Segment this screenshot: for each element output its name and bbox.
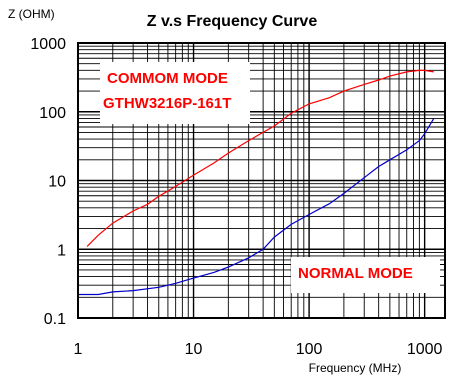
chart-title: Z v.s Frequency Curve [147,13,318,30]
y-tick-label: 1 [57,242,66,259]
normal-mode-label-box [291,257,440,293]
x-tick-label: 100 [296,341,323,358]
part-number-label: GTHW3216P-161T [103,95,231,112]
common-mode-curve [86,69,434,247]
x-axis-label: Frequency (MHz) [309,361,402,375]
y-tick-label: 10 [48,174,66,191]
normal-mode-curve [78,118,435,296]
series-lines [78,69,435,296]
y-tick-label: 1000 [30,36,66,53]
x-tick-label: 1 [74,341,83,358]
y-tick-label: 0.1 [44,311,66,328]
x-tick-label: 10 [185,341,203,358]
common-mode-label-box [100,62,250,124]
y-tick-label: 100 [39,105,66,122]
y-axis-label: Z (OHM) [8,7,55,21]
tick-labels: 1 10 100 1000 0.1 1 10 100 1000 [30,36,442,358]
plot-frame [77,42,446,319]
common-mode-label: COMMOM MODE [107,70,228,87]
x-tick-label: 1000 [407,341,443,358]
normal-mode-label: NORMAL MODE [298,265,413,282]
